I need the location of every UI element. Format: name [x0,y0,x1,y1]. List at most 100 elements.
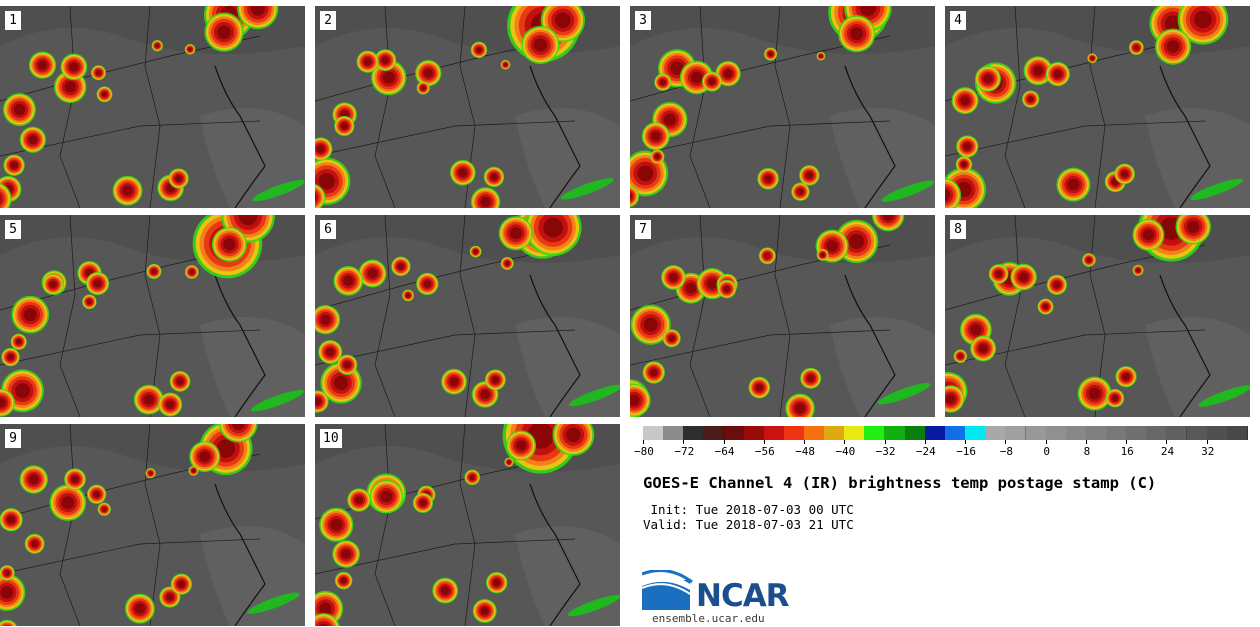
storm-cell [96,86,113,103]
storm-cell [374,49,397,72]
storm-cell [816,51,826,61]
storm-cell [441,368,467,395]
colorbar-tick-label: 0 [1043,445,1050,458]
ir-map-4 [945,6,1250,208]
storm-cell [97,502,111,516]
storm-cell [124,593,155,624]
storm-cell [64,468,86,491]
cloud-streak [877,383,931,405]
storm-cell [1128,40,1144,55]
storm-cell [112,175,143,206]
storm-cell [1175,215,1212,245]
storm-cell [630,185,640,208]
storm-cell [953,349,968,363]
member-panel-4[interactable]: 4 [945,6,1250,208]
colorbar-segment [763,426,785,440]
colorbar-segment [1166,426,1188,440]
storm-cell [334,115,355,137]
member-panel-8[interactable]: 8 [945,215,1250,417]
colorbar-segment [824,426,846,440]
storm-cell [347,488,371,512]
storm-cell [871,215,905,232]
storm-cell [483,166,505,188]
storm-cell [133,384,164,415]
storm-cell [319,507,354,542]
colorbar-tick-label: −80 [634,445,654,458]
ir-map-8 [945,215,1250,417]
storm-cell [0,619,18,626]
storm-cell [654,73,672,91]
storm-cell [785,393,815,417]
storm-cell [0,182,12,208]
coastline [214,483,266,626]
ncar-logo-icon [642,570,693,610]
colorbar-segment [1146,426,1168,440]
member-panel-2[interactable]: 2 [315,6,620,208]
colorbar-segment [945,426,966,440]
colorbar-tick-label: −40 [835,445,856,458]
storm-cell [60,53,88,81]
colorbar-tick-label: −64 [714,445,735,458]
storm-cell [151,40,163,52]
member-label-9: 9 [5,429,21,448]
member-panel-6[interactable]: 6 [315,215,620,417]
storm-cell [1023,56,1053,86]
colorbar-segment [1005,426,1027,440]
colorbar-segment [643,426,664,440]
storm-cell [834,219,879,264]
storm-cell [469,245,482,258]
ir-map-9 [0,424,305,626]
coastline [844,65,896,208]
colorbar-tick [924,440,926,444]
storm-cell [1115,366,1137,388]
storm-cell [42,273,64,295]
ensemble-url: ensemble.ucar.edu [652,612,765,625]
member-label-3: 3 [635,11,651,30]
storm-cell [524,215,582,257]
storm-cell [145,467,156,479]
colorbar-tick-label: 8 [1083,445,1091,458]
storm-cell [470,187,501,208]
init-time: Init: Tue 2018-07-03 00 UTC [643,502,854,517]
storm-cell [1154,28,1192,65]
colorbar-segment [783,426,805,440]
storm-cell [472,598,497,624]
member-panel-10[interactable]: 10 [315,424,620,626]
member-label-8: 8 [950,220,966,239]
cloud-streak [567,594,620,617]
ir-map-3 [630,6,935,208]
colorbar-tick [844,440,846,444]
colorbar-tick [1126,440,1128,444]
storm-cell [630,304,671,345]
storm-cell [951,87,979,115]
colorbar-tick-label: 24 [1160,445,1175,458]
colorbar-tick-label: −32 [875,445,896,458]
colorbar-tick [723,440,725,444]
storm-cell [956,135,979,158]
storm-cell [82,294,97,310]
member-panel-7[interactable]: 7 [630,215,935,417]
storm-cell [1087,53,1098,64]
member-panel-5[interactable]: 5 [0,215,305,417]
cloud-streak [1190,178,1243,201]
storm-cell [168,168,189,189]
ir-map-10 [315,424,620,626]
cloud-streak [1198,385,1250,407]
storm-cell [1,347,20,367]
member-panel-3[interactable]: 3 [630,6,935,208]
storm-cell [945,178,962,208]
member-panel-9[interactable]: 9 [0,424,305,626]
member-panel-1[interactable]: 1 [0,6,305,208]
storm-cell [464,469,481,486]
storm-cell [315,390,329,413]
storm-cell [188,465,199,476]
cloud-streak [560,178,614,200]
storm-cell [498,216,533,251]
colorbar-tick [643,440,644,444]
colorbar-tick-label: −8 [999,445,1014,458]
storm-cell [315,137,333,161]
storm-cell [415,59,442,87]
member-label-6: 6 [320,220,336,239]
valid-time: Valid: Tue 2018-07-03 21 UTC [643,517,854,532]
member-label-1: 1 [5,11,21,30]
